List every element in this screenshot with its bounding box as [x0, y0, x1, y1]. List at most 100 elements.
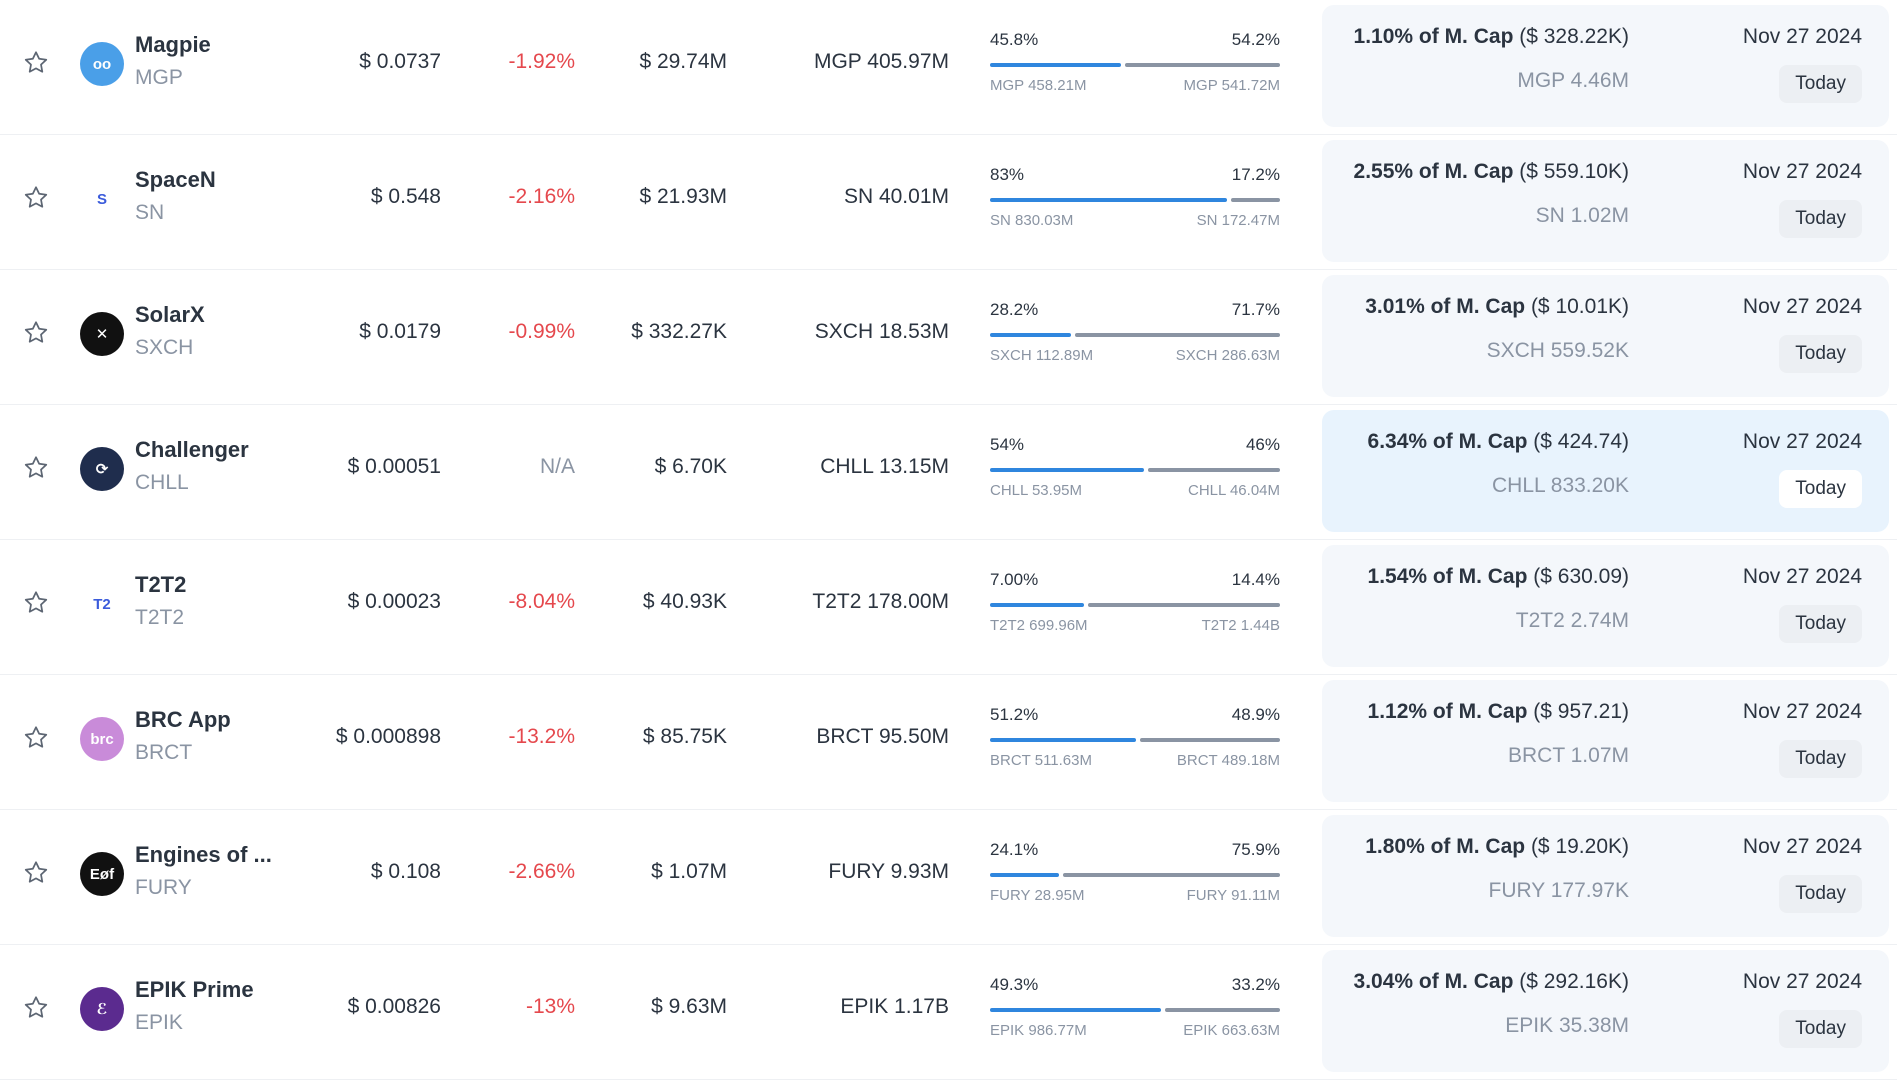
progress-locked-segment [1148, 468, 1280, 472]
today-badge[interactable]: Today [1779, 200, 1862, 238]
progress-bar [990, 603, 1280, 607]
next-unlock-card[interactable]: 3.01% of M. Cap ($ 10.01K) SXCH 559.52K … [1322, 275, 1889, 397]
token-name[interactable]: Engines of ... [135, 842, 272, 867]
locked-percent: 54.2% [1231, 30, 1280, 49]
unlock-date: Nov 27 2024 [1742, 430, 1862, 453]
token-name[interactable]: Challenger [135, 437, 249, 462]
locked-amount: BRCT 489.18M [1176, 752, 1280, 769]
unlock-amount: T2T2 2.74M [1515, 609, 1629, 632]
price-change: -13.2% [508, 725, 575, 748]
progress-locked-segment [1088, 603, 1280, 607]
token-price: $ 0.000898 [335, 725, 441, 748]
unlock-progress: 7.00% 14.4% T2T2 699.96M T2T2 1.44B [990, 570, 1280, 640]
unlock-amount: MGP 4.46M [1517, 69, 1629, 92]
token-logo-icon: T2 [80, 582, 124, 626]
token-name[interactable]: BRC App [135, 707, 231, 732]
star-icon[interactable] [22, 859, 50, 887]
price-change: -0.99% [508, 320, 575, 343]
star-icon[interactable] [22, 454, 50, 482]
star-icon[interactable] [22, 589, 50, 617]
next-unlock-card[interactable]: 3.04% of M. Cap ($ 292.16K) EPIK 35.38M … [1322, 950, 1889, 1072]
unlock-progress: 51.2% 48.9% BRCT 511.63M BRCT 489.18M [990, 705, 1280, 775]
locked-amount: SN 172.47M [1196, 212, 1280, 229]
today-badge[interactable]: Today [1779, 1010, 1862, 1048]
table-row[interactable]: oo Magpie MGP $ 0.0737 -1.92% $ 29.74M M… [0, 0, 1897, 135]
token-name[interactable]: Magpie [135, 32, 211, 57]
circulating-supply: FURY 9.93M [828, 860, 949, 883]
volume-24h: $ 1.07M [651, 860, 727, 883]
token-logo-icon: ✕ [80, 312, 124, 356]
unlock-progress: 45.8% 54.2% MGP 458.21M MGP 541.72M [990, 30, 1280, 100]
token-logo-icon: ⟳ [80, 447, 124, 491]
token-symbol: MGP [135, 66, 183, 89]
next-unlock-card[interactable]: 1.80% of M. Cap ($ 19.20K) FURY 177.97K … [1322, 815, 1889, 937]
today-badge[interactable]: Today [1779, 605, 1862, 643]
star-icon[interactable] [22, 994, 50, 1022]
table-row[interactable]: brc BRC App BRCT $ 0.000898 -13.2% $ 85.… [0, 675, 1897, 810]
star-icon[interactable] [22, 724, 50, 752]
progress-unlocked-segment [990, 63, 1121, 67]
unlocked-amount: FURY 28.95M [990, 887, 1085, 904]
next-unlock-card[interactable]: 6.34% of M. Cap ($ 424.74) CHLL 833.20K … [1322, 410, 1889, 532]
progress-unlocked-segment [990, 1008, 1161, 1012]
unlock-date: Nov 27 2024 [1742, 565, 1862, 588]
today-badge[interactable]: Today [1779, 875, 1862, 913]
circulating-supply: SN 40.01M [843, 185, 949, 208]
locked-amount: CHLL 46.04M [1188, 482, 1280, 499]
progress-locked-segment [1063, 873, 1280, 877]
token-symbol: SXCH [135, 336, 194, 359]
unlocked-amount: MGP 458.21M [990, 77, 1087, 94]
progress-unlocked-segment [990, 603, 1084, 607]
star-icon[interactable] [22, 49, 50, 77]
token-price: $ 0.00023 [347, 590, 441, 613]
table-row[interactable]: S SpaceN SN $ 0.548 -2.16% $ 21.93M SN 4… [0, 135, 1897, 270]
next-unlock-card[interactable]: 2.55% of M. Cap ($ 559.10K) SN 1.02M Nov… [1322, 140, 1889, 262]
star-icon[interactable] [22, 319, 50, 347]
table-row[interactable]: ✕ SolarX SXCH $ 0.0179 -0.99% $ 332.27K … [0, 270, 1897, 405]
circulating-supply: CHLL 13.15M [820, 455, 949, 478]
today-badge[interactable]: Today [1779, 470, 1862, 508]
price-change: -2.66% [508, 860, 575, 883]
table-row[interactable]: ℰ EPIK Prime EPIK $ 0.00826 -13% $ 9.63M… [0, 945, 1897, 1080]
unlocked-percent: 45.8% [990, 30, 1039, 49]
table-row[interactable]: T2 T2T2 T2T2 $ 0.00023 -8.04% $ 40.93K T… [0, 540, 1897, 675]
progress-bar [990, 873, 1280, 877]
unlocked-percent: 7.00% [990, 570, 1039, 589]
unlock-progress: 24.1% 75.9% FURY 28.95M FURY 91.11M [990, 840, 1280, 910]
next-unlock-card[interactable]: 1.12% of M. Cap ($ 957.21) BRCT 1.07M No… [1322, 680, 1889, 802]
progress-locked-segment [1231, 198, 1280, 202]
unlocked-amount: T2T2 699.96M [990, 617, 1088, 634]
unlock-amount: EPIK 35.38M [1505, 1014, 1629, 1037]
unlock-market-cap: 1.54% of M. Cap ($ 630.09) [1367, 565, 1629, 588]
unlock-market-cap: 1.12% of M. Cap ($ 957.21) [1367, 700, 1629, 723]
token-price: $ 0.0737 [359, 50, 441, 73]
progress-locked-segment [1075, 333, 1280, 337]
locked-amount: SXCH 286.63M [1175, 347, 1280, 364]
table-row[interactable]: ⟳ Challenger CHLL $ 0.00051 N/A $ 6.70K … [0, 405, 1897, 540]
token-name[interactable]: SolarX [135, 302, 205, 327]
star-icon[interactable] [22, 184, 50, 212]
next-unlock-card[interactable]: 1.54% of M. Cap ($ 630.09) T2T2 2.74M No… [1322, 545, 1889, 667]
next-unlock-card[interactable]: 1.10% of M. Cap ($ 328.22K) MGP 4.46M No… [1322, 5, 1889, 127]
today-badge[interactable]: Today [1779, 65, 1862, 103]
unlock-progress: 28.2% 71.7% SXCH 112.89M SXCH 286.63M [990, 300, 1280, 370]
today-badge[interactable]: Today [1779, 335, 1862, 373]
locked-percent: 14.4% [1231, 570, 1280, 589]
today-badge[interactable]: Today [1779, 740, 1862, 778]
unlock-amount: SN 1.02M [1535, 204, 1629, 227]
table-row[interactable]: Eøf Engines of ... FURY $ 0.108 -2.66% $… [0, 810, 1897, 945]
circulating-supply: T2T2 178.00M [812, 590, 949, 613]
token-name[interactable]: EPIK Prime [135, 977, 254, 1002]
unlock-date: Nov 27 2024 [1742, 160, 1862, 183]
unlock-amount: CHLL 833.20K [1492, 474, 1629, 497]
unlock-date: Nov 27 2024 [1742, 835, 1862, 858]
token-name[interactable]: SpaceN [135, 167, 216, 192]
token-price: $ 0.108 [370, 860, 441, 883]
unlocked-amount: CHLL 53.95M [990, 482, 1082, 499]
locked-percent: 71.7% [1231, 300, 1280, 319]
volume-24h: $ 6.70K [654, 455, 727, 478]
token-name[interactable]: T2T2 [135, 572, 187, 597]
progress-unlocked-segment [990, 198, 1227, 202]
token-symbol: EPIK [135, 1011, 183, 1034]
